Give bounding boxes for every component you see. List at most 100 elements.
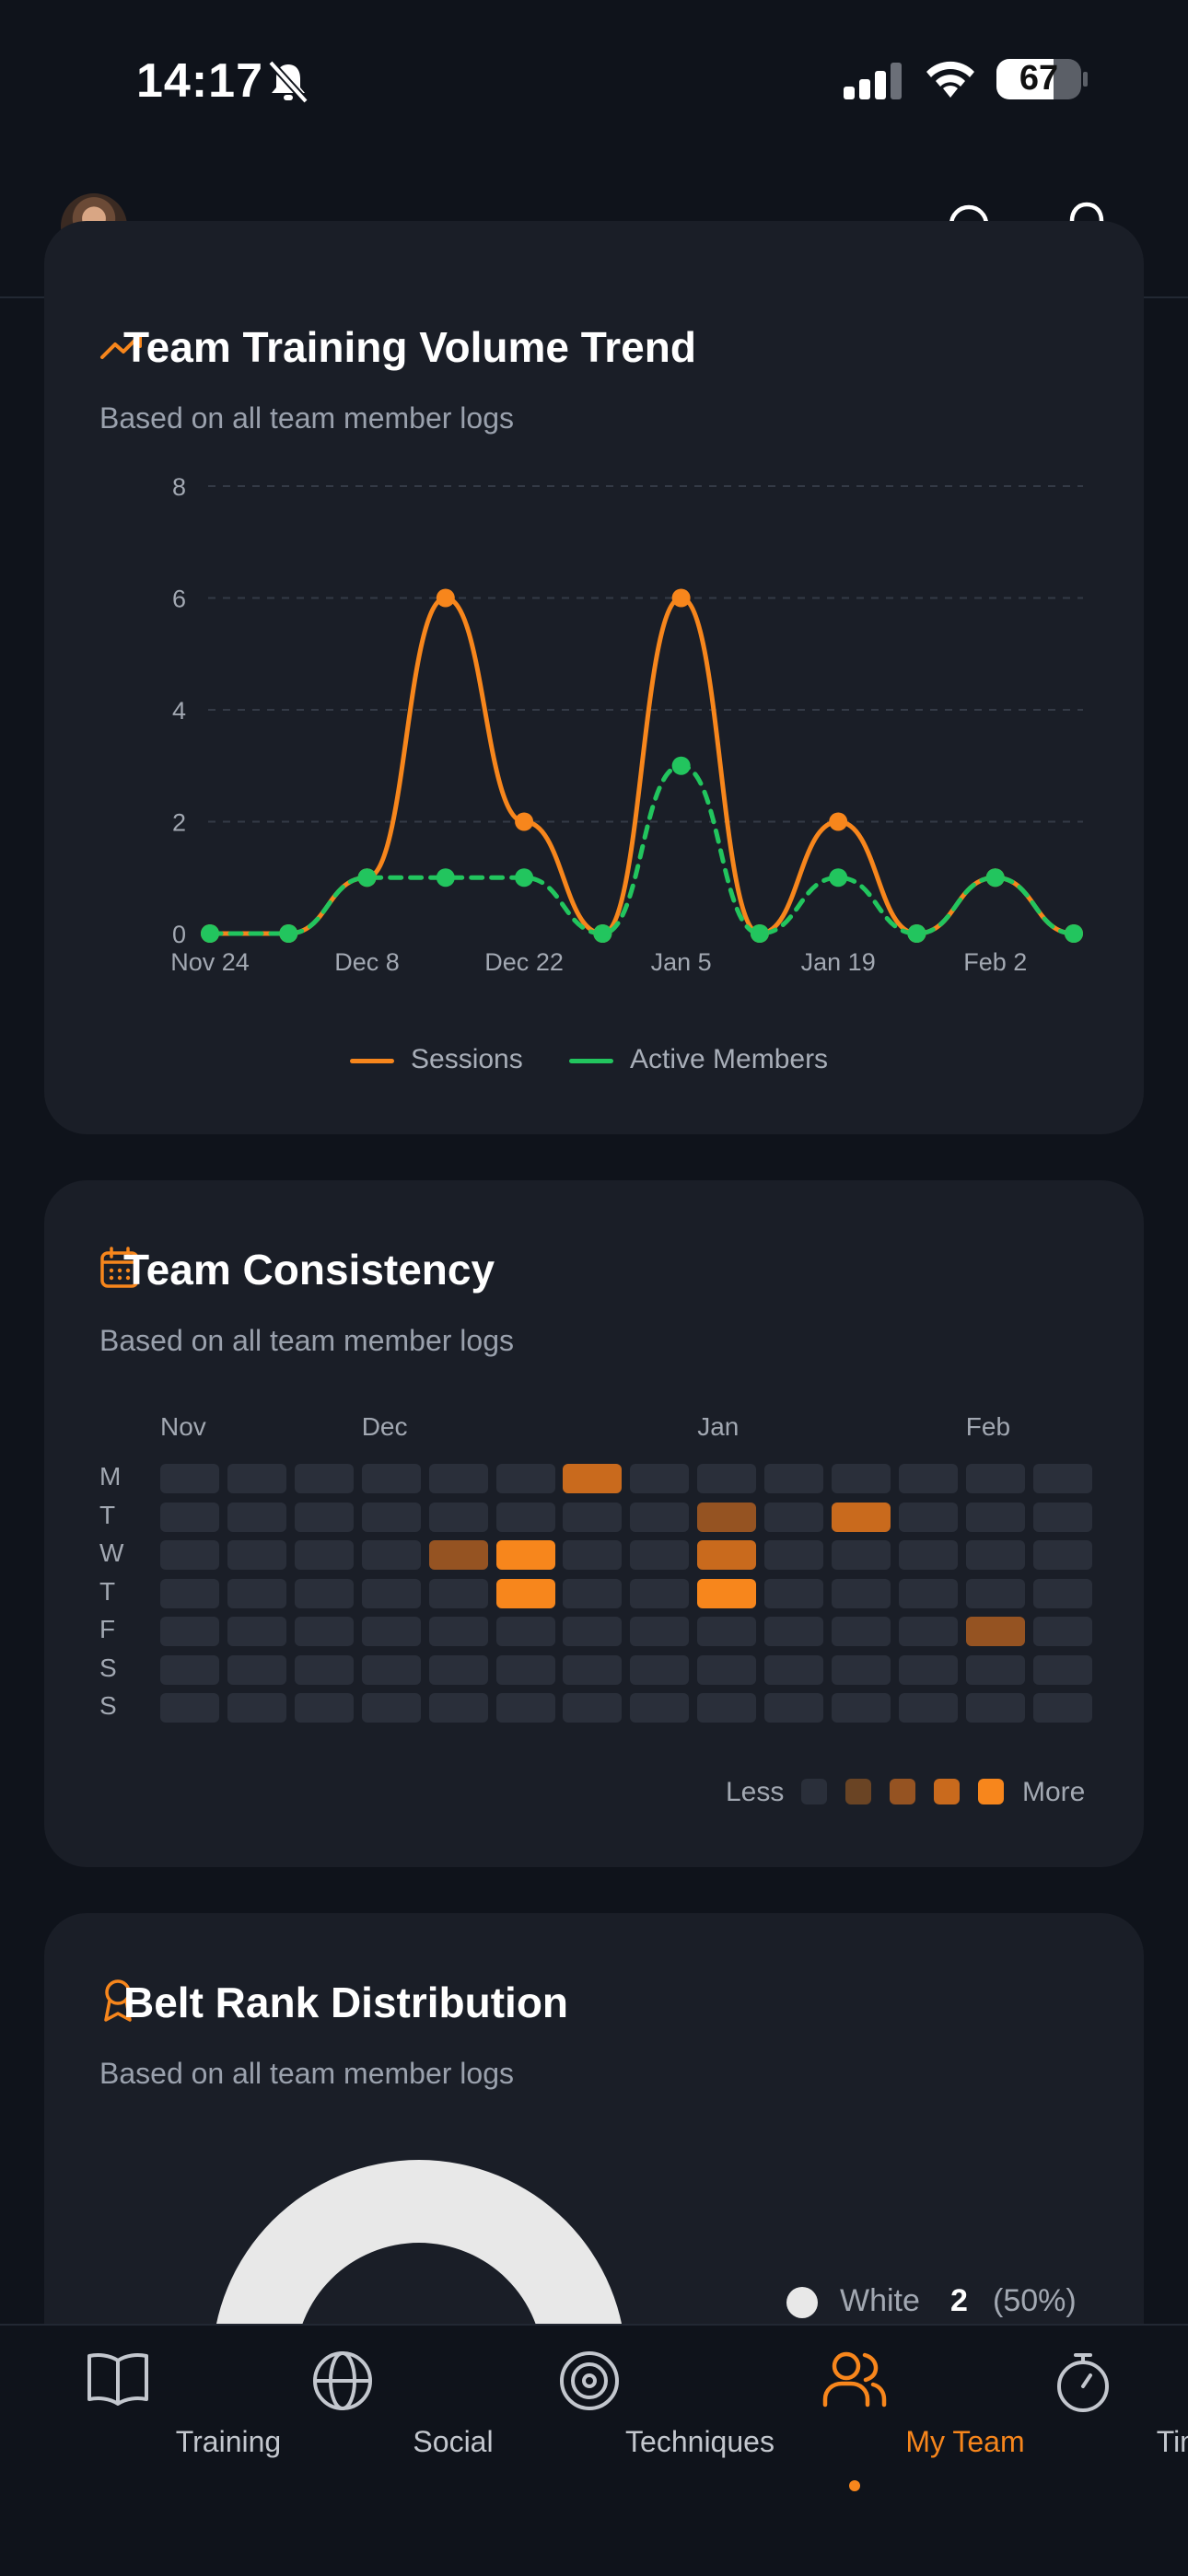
heatmap-cell bbox=[1032, 1693, 1092, 1723]
book-icon bbox=[87, 2353, 148, 2406]
heatmap-cell bbox=[294, 1540, 354, 1570]
heatmap-cell bbox=[428, 1502, 488, 1532]
heatmap-cell bbox=[361, 1464, 421, 1493]
point-active-members bbox=[279, 924, 298, 943]
point-active-members bbox=[750, 924, 769, 943]
nav-my-team[interactable]: My Team bbox=[744, 2326, 1025, 2510]
heatmap-cell bbox=[832, 1654, 891, 1685]
nav-timer-label: Timer bbox=[1156, 2425, 1188, 2458]
x-tick-label: Dec 22 bbox=[484, 948, 564, 976]
heatmap-cell bbox=[630, 1617, 690, 1646]
active-tab-indicator bbox=[849, 2480, 860, 2491]
heatmap-cell bbox=[764, 1578, 824, 1608]
point-active-members bbox=[671, 756, 691, 775]
heatmap-cell bbox=[898, 1617, 958, 1646]
volume-trend-title: Team Training Volume Trend bbox=[123, 323, 696, 371]
heatmap-cell bbox=[630, 1578, 690, 1608]
weekday-label: S bbox=[99, 1653, 117, 1682]
point-sessions bbox=[671, 588, 691, 608]
point-active-members bbox=[985, 868, 1005, 888]
heatmap-cell bbox=[495, 1502, 555, 1532]
month-label: Dec bbox=[361, 1412, 408, 1441]
x-tick-label: Dec 8 bbox=[334, 948, 400, 976]
heatmap-cell bbox=[495, 1464, 555, 1493]
heatmap-cell bbox=[294, 1617, 354, 1646]
legend-less-label: Less bbox=[726, 1777, 785, 1807]
heatmap-cell bbox=[764, 1654, 824, 1685]
consistency-title: Team Consistency bbox=[123, 1246, 495, 1294]
heatmap-cell bbox=[965, 1654, 1025, 1685]
heatmap-cell bbox=[898, 1693, 958, 1723]
x-tick-label: Jan 19 bbox=[801, 948, 876, 976]
point-active-members bbox=[436, 868, 455, 888]
heatmap-cell bbox=[563, 1617, 623, 1646]
heatmap-cell bbox=[227, 1617, 286, 1646]
nav-techniques[interactable]: Techniques bbox=[479, 2326, 775, 2510]
legend-sessions-swatch bbox=[350, 1059, 394, 1063]
x-tick-label: Jan 5 bbox=[651, 948, 712, 976]
heatmap-cell bbox=[832, 1464, 891, 1493]
belt-slice-white bbox=[215, 2160, 623, 2326]
nav-social[interactable]: Social bbox=[232, 2326, 494, 2510]
heatmap-cell bbox=[965, 1617, 1025, 1646]
wifi-icon bbox=[926, 61, 974, 98]
y-tick-label: 4 bbox=[172, 697, 186, 725]
y-tick-label: 8 bbox=[172, 473, 186, 501]
heatmap-cell bbox=[428, 1693, 488, 1723]
y-tick-label: 2 bbox=[172, 809, 186, 837]
point-active-members bbox=[1065, 924, 1083, 943]
belt-legend-dot bbox=[786, 2287, 818, 2318]
heatmap-cell bbox=[160, 1693, 219, 1723]
heatmap-cell bbox=[630, 1540, 690, 1570]
legend-level-2 bbox=[890, 1779, 915, 1804]
heatmap-cell bbox=[160, 1464, 219, 1493]
heatmap-cell bbox=[764, 1540, 824, 1570]
heatmap-cell bbox=[832, 1502, 891, 1532]
heatmap-cell bbox=[630, 1654, 690, 1685]
heatmap-cell bbox=[428, 1540, 488, 1570]
heatmap-cell bbox=[630, 1693, 690, 1723]
heatmap-cell bbox=[764, 1464, 824, 1493]
heatmap-cell bbox=[764, 1617, 824, 1646]
heatmap-cell bbox=[495, 1540, 555, 1570]
heatmap-cell bbox=[361, 1617, 421, 1646]
status-time: 14:17 bbox=[136, 54, 263, 108]
legend-sessions-label: Sessions bbox=[411, 1044, 523, 1074]
heatmap-cell bbox=[160, 1540, 219, 1570]
belt-legend-percent: (50%) bbox=[993, 2283, 1077, 2318]
chart-legend: Sessions Active Members bbox=[0, 1042, 1188, 1079]
weekday-label: W bbox=[99, 1538, 124, 1567]
volume-trend-card bbox=[44, 221, 1144, 1134]
heatmap-cell bbox=[495, 1617, 555, 1646]
month-label: Jan bbox=[697, 1412, 740, 1441]
nav-training[interactable]: Training bbox=[7, 2326, 281, 2510]
legend-more-label: More bbox=[1022, 1777, 1086, 1807]
heatmap-cell bbox=[898, 1654, 958, 1685]
y-tick-label: 6 bbox=[172, 586, 186, 613]
nav-timer[interactable]: Timer bbox=[973, 2326, 1188, 2510]
weekday-label: M bbox=[99, 1462, 122, 1491]
nav-techniques-label: Techniques bbox=[625, 2425, 775, 2458]
heatmap-cell bbox=[563, 1464, 623, 1493]
nav-my-team-label: My Team bbox=[905, 2425, 1025, 2458]
globe-icon bbox=[313, 2351, 372, 2410]
heatmap-cell bbox=[294, 1502, 354, 1532]
heatmap-cell bbox=[832, 1578, 891, 1608]
silent-bell-icon bbox=[268, 60, 309, 104]
heatmap-cell bbox=[697, 1464, 757, 1493]
heatmap-cell bbox=[294, 1654, 354, 1685]
belt-rank-title: Belt Rank Distribution bbox=[123, 1978, 569, 2026]
legend-active-members-label: Active Members bbox=[630, 1044, 829, 1074]
heatmap-cell bbox=[227, 1502, 286, 1532]
legend-level-4 bbox=[978, 1779, 1004, 1804]
x-tick-label: Feb 2 bbox=[963, 948, 1027, 976]
heatmap-cell bbox=[697, 1502, 757, 1532]
heatmap-cell bbox=[898, 1502, 958, 1532]
belt-donut-chart bbox=[215, 2160, 623, 2326]
heatmap-cell bbox=[1032, 1617, 1092, 1646]
status-bar: 14:17 67 bbox=[0, 0, 1188, 166]
heatmap-cell bbox=[697, 1693, 757, 1723]
heatmap-cell bbox=[1032, 1578, 1092, 1608]
heatmap-cell bbox=[160, 1502, 219, 1532]
volume-trend-subtitle: Based on all team member logs bbox=[99, 401, 514, 435]
